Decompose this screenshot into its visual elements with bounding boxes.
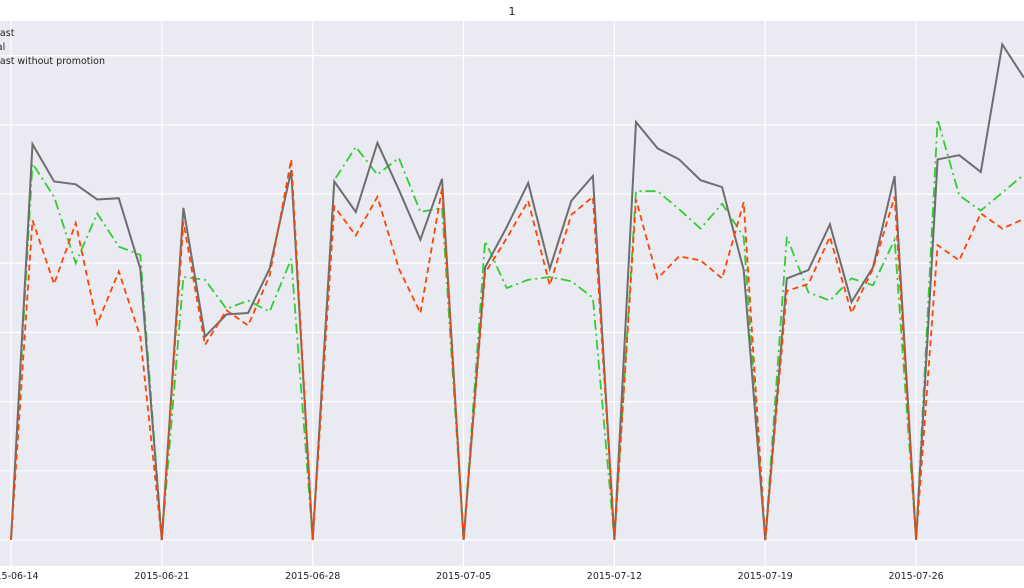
x-tick-label: 2015-07-19 — [738, 571, 793, 582]
x-tick-label: 2015-07-26 — [888, 571, 943, 582]
series-lines — [10, 41, 1024, 541]
grid-lines — [0, 21, 1024, 566]
x-tick-labels: 2015-06-14 2015-06-21 2015-06-28 2015-07-05… — [0, 571, 944, 582]
series-line-forecast-without-promotion — [10, 159, 1024, 541]
legend: forecast actual forecast without promotion — [0, 27, 105, 69]
x-tick-label: 2015-07-05 — [436, 571, 491, 582]
legend-item: actual — [0, 41, 105, 55]
series-line-forecast — [10, 119, 1024, 541]
legend-label: actual — [0, 42, 6, 53]
x-tick-label: 2015-07-12 — [587, 571, 642, 582]
legend-item: forecast without promotion — [0, 55, 105, 69]
legend-label: forecast without promotion — [0, 56, 105, 67]
x-tick-label: 2015-06-28 — [285, 571, 340, 582]
x-tick-label: 2015-06-21 — [134, 571, 189, 582]
plot-background — [0, 21, 1024, 566]
legend-label: forecast — [0, 28, 15, 39]
chart-title: 1 — [508, 5, 516, 18]
x-tick-label: 2015-06-14 — [0, 571, 39, 582]
legend-item: forecast — [0, 27, 105, 41]
